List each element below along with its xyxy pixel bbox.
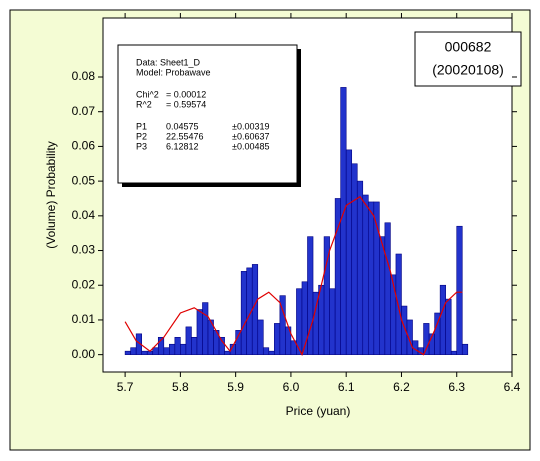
label-line: 000682 (445, 39, 492, 55)
bar (390, 274, 397, 355)
bar (345, 149, 353, 355)
stats-cell: = 0.59574 (166, 99, 206, 109)
bar (456, 225, 463, 355)
bar (141, 350, 148, 355)
x-tick-label: 6.3 (448, 380, 465, 394)
stats-line: Model: Probawave (136, 67, 211, 77)
bar (218, 336, 225, 355)
bar (124, 350, 131, 355)
bar (406, 319, 413, 355)
bar (274, 323, 281, 355)
y-axis-label: (Volume) Probability (44, 141, 58, 248)
bar (461, 343, 469, 355)
bar (329, 288, 336, 355)
bar (180, 343, 187, 355)
y-tick-label: 0.01 (72, 312, 96, 326)
bar (268, 350, 275, 355)
bar (384, 222, 391, 355)
bar (340, 87, 347, 355)
stats-cell: P1 (136, 121, 147, 131)
bar (196, 309, 203, 355)
bar (367, 201, 375, 355)
marks (124, 87, 469, 357)
bar (202, 302, 209, 355)
x-tick-label: 5.8 (172, 380, 189, 394)
bar (307, 236, 314, 355)
label-box (414, 31, 522, 87)
bar (251, 264, 259, 355)
fit-line (124, 195, 463, 357)
bar (157, 336, 165, 355)
stats-cell: 22.55476 (166, 131, 204, 141)
bar (279, 295, 286, 355)
stats-cell: ±0.60637 (232, 131, 269, 141)
x-tick-label: 6.2 (393, 380, 410, 394)
stats-box (117, 44, 298, 184)
bar (351, 163, 358, 355)
stats-cell: 0.04575 (166, 121, 199, 131)
stats-cell: 6.12812 (166, 141, 199, 151)
bar (450, 350, 458, 355)
bar (356, 180, 364, 355)
bar (163, 347, 170, 355)
bar (257, 319, 264, 355)
bar (152, 347, 159, 355)
bar (362, 194, 369, 355)
y-tick-label: 0.05 (72, 173, 96, 187)
bar (130, 347, 137, 355)
y-tick-label: 0.03 (72, 243, 96, 257)
x-tick-label: 5.9 (227, 380, 244, 394)
stats-cell: Chi^2 (136, 89, 159, 99)
bar (301, 281, 308, 355)
stats-cell: P3 (136, 141, 147, 151)
y-tick-label: 0.02 (72, 277, 96, 291)
stats-cell: P2 (136, 131, 147, 141)
y-tick-label: 0.04 (72, 208, 96, 222)
bar (185, 326, 192, 355)
x-tick-label: 5.7 (117, 380, 134, 394)
bar (169, 343, 176, 355)
bar (235, 330, 242, 355)
x-tick-label: 6.0 (283, 380, 300, 394)
bar (224, 350, 231, 355)
stats-cell: = 0.00012 (166, 89, 206, 99)
y-tick-label: 0.00 (72, 347, 96, 361)
bar (439, 284, 446, 355)
y-tick-label: 0.07 (72, 104, 96, 118)
bar (240, 271, 248, 355)
bar (395, 253, 402, 355)
x-tick-label: 6.1 (338, 380, 355, 394)
x-tick-label: 6.4 (504, 380, 521, 394)
stats-cell: R^2 (136, 99, 152, 109)
y-tick-label: 0.06 (72, 139, 96, 153)
stats-cell: ±0.00319 (232, 121, 269, 131)
x-axis-label: Price (yuan) (286, 404, 351, 418)
bar (191, 336, 198, 355)
label-line: (20020108) (432, 62, 504, 78)
bar (379, 236, 386, 355)
stats-line: Data: Sheet1_D (136, 57, 201, 67)
bar (262, 347, 270, 355)
bar (445, 298, 452, 355)
bar (174, 336, 181, 355)
y-tick-label: 0.08 (72, 69, 96, 83)
stats-cell: ±0.00485 (232, 141, 269, 151)
